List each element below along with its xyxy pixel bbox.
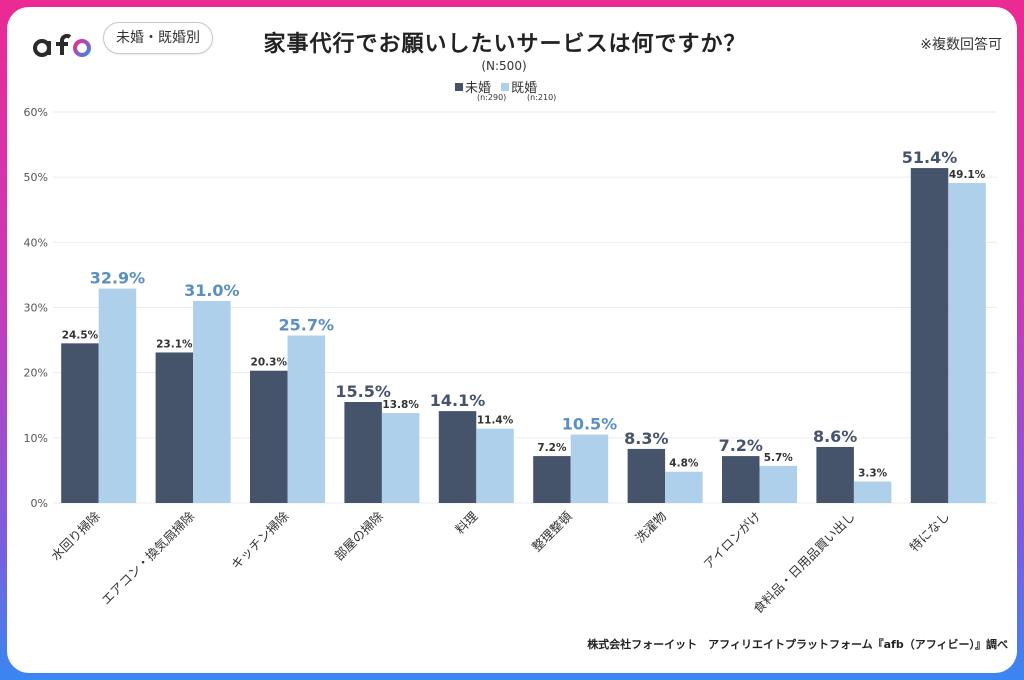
chart-title: 家事代行でお願いしたいサービスは何ですか？ xyxy=(263,32,747,57)
multiple-answer-note: ※複数回答可 xyxy=(920,37,1002,53)
bar-unmarried xyxy=(910,168,949,503)
data-label-married: 31.0% xyxy=(184,281,240,300)
bar-married xyxy=(98,288,137,503)
source-credit: 株式会社フォーイット アフィリエイトプラットフォーム『afb（アフィビー）』調べ xyxy=(587,638,1008,651)
data-label-unmarried: 7.2% xyxy=(537,442,567,454)
bar-married xyxy=(476,428,514,503)
y-tick-label: 30% xyxy=(24,302,48,315)
bar-married xyxy=(759,465,797,503)
data-label-unmarried: 24.5% xyxy=(62,329,99,341)
y-tick-label: 40% xyxy=(24,236,48,249)
data-label-married: 3.3% xyxy=(858,467,888,479)
x-category-label: 料理 xyxy=(452,508,481,537)
bar-married xyxy=(193,300,231,503)
x-category-label: 洗濯物 xyxy=(632,509,669,546)
sample-size: (N:500) xyxy=(481,59,527,73)
legend-item-unmarried: 未婚 xyxy=(455,77,491,96)
legend-n-married: (n:210) xyxy=(527,93,557,102)
x-category-label: 食料品・日用品買い出し xyxy=(750,509,858,617)
bar-unmarried xyxy=(61,343,99,503)
bar-married xyxy=(948,183,986,503)
data-label-unmarried: 15.5% xyxy=(335,382,391,401)
data-label-married: 13.8% xyxy=(382,399,419,411)
data-label-married: 11.4% xyxy=(477,415,514,427)
data-label-married: 5.7% xyxy=(764,452,794,464)
y-tick-label: 10% xyxy=(24,432,48,445)
data-label-unmarried: 23.1% xyxy=(156,338,193,350)
data-label-married: 10.5% xyxy=(562,415,618,434)
afb-logo xyxy=(33,33,91,57)
data-label-married: 32.9% xyxy=(90,269,146,288)
legend-swatch-unmarried xyxy=(455,83,463,91)
bar-married xyxy=(287,335,325,503)
filter-badge: 未婚・既婚別 xyxy=(103,22,213,54)
x-category-label: キッチン掃除 xyxy=(228,508,292,572)
data-label-married: 25.7% xyxy=(278,316,334,335)
legend-item-married: 既婚 xyxy=(501,77,537,96)
bar-unmarried xyxy=(722,456,760,503)
y-tick-label: 0% xyxy=(31,497,48,510)
data-label-unmarried: 8.6% xyxy=(813,427,857,446)
bar-married xyxy=(665,471,703,503)
bar-unmarried xyxy=(155,352,194,503)
data-label-unmarried: 8.3% xyxy=(624,429,668,448)
bar-unmarried xyxy=(816,446,854,503)
chart-card xyxy=(7,7,1017,673)
y-tick-label: 60% xyxy=(24,106,48,119)
bar-married xyxy=(853,481,892,503)
bar-unmarried xyxy=(627,448,666,503)
data-label-married: 4.8% xyxy=(669,458,699,470)
bar-married xyxy=(381,413,420,503)
y-tick-label: 20% xyxy=(24,367,48,380)
x-category-label: アイロンがけ xyxy=(700,509,763,572)
y-tick-label: 50% xyxy=(24,171,48,184)
legend: 未婚 既婚 xyxy=(455,77,543,96)
data-label-unmarried: 14.1% xyxy=(430,391,486,410)
x-category-label: エアコン・換気扇掃除 xyxy=(98,508,197,607)
data-label-unmarried: 51.4% xyxy=(902,148,958,167)
bar-married xyxy=(570,434,609,503)
x-category-label: 整理整頓 xyxy=(529,508,575,554)
x-category-label: 水回り掃除 xyxy=(48,508,103,563)
x-category-label: 部屋の掃除 xyxy=(331,508,386,563)
bar-unmarried xyxy=(533,456,571,503)
data-label-married: 49.1% xyxy=(949,169,986,181)
legend-n-unmarried: (n:290) xyxy=(477,93,507,102)
bar-unmarried xyxy=(344,401,382,503)
legend-swatch-married xyxy=(501,83,510,91)
x-category-label: 特になし xyxy=(906,509,952,555)
bar-unmarried xyxy=(250,370,288,503)
bar-unmarried xyxy=(438,411,477,503)
data-label-unmarried: 7.2% xyxy=(719,436,763,455)
legend-label: 未婚 xyxy=(465,81,492,96)
data-label-unmarried: 20.3% xyxy=(251,357,288,369)
legend-label: 既婚 xyxy=(511,81,538,96)
